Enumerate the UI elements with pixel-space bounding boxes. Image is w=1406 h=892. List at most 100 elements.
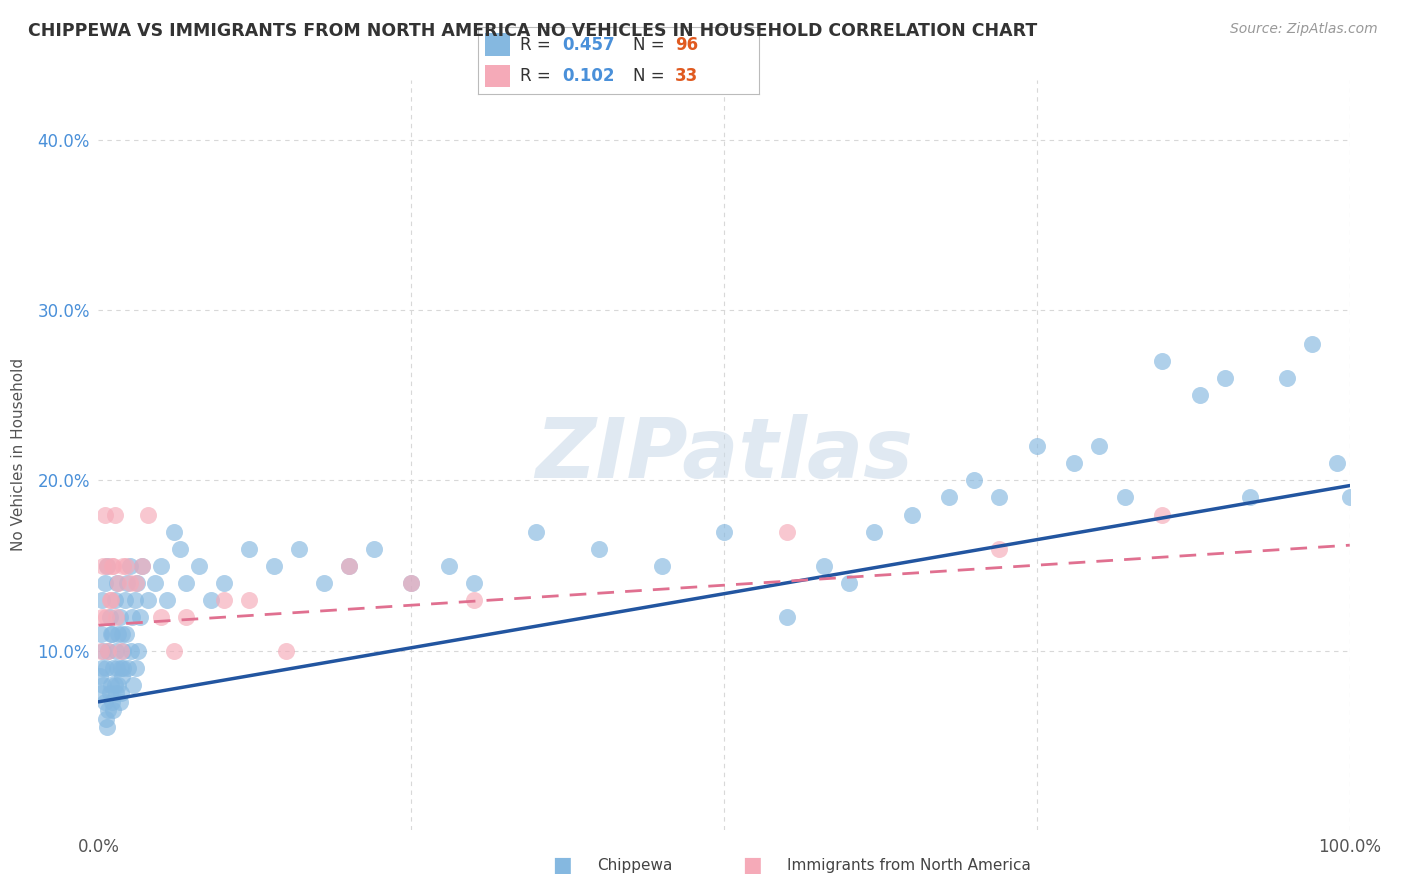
Point [1301, 337, 1323, 351]
Point [963, 474, 986, 488]
Point [287, 541, 309, 556]
Point [337, 558, 360, 573]
Point [97, 703, 120, 717]
Point [100, 592, 122, 607]
Point [813, 558, 835, 573]
Point [337, 558, 360, 573]
Point [1239, 491, 1261, 505]
Point [96, 558, 118, 573]
Point [238, 541, 260, 556]
Point [162, 644, 184, 658]
Point [110, 686, 132, 700]
Point [131, 558, 153, 573]
Point [91, 609, 114, 624]
Point [93, 508, 115, 522]
Point [94, 712, 117, 726]
Point [162, 524, 184, 539]
Point [97, 644, 120, 658]
Point [1150, 508, 1173, 522]
Point [108, 609, 131, 624]
Point [90, 686, 112, 700]
Point [125, 661, 148, 675]
Point [212, 575, 235, 590]
Point [988, 491, 1011, 505]
Point [127, 644, 149, 658]
FancyBboxPatch shape [485, 65, 510, 87]
Point [150, 558, 173, 573]
FancyBboxPatch shape [485, 34, 510, 55]
Point [103, 661, 125, 675]
Point [111, 669, 134, 683]
Point [91, 592, 114, 607]
Point [93, 558, 115, 573]
Point [104, 678, 127, 692]
Point [124, 592, 146, 607]
Point [104, 508, 127, 522]
Point [101, 558, 124, 573]
Point [401, 575, 423, 590]
Point [650, 558, 672, 573]
Point [118, 558, 141, 573]
Point [187, 558, 209, 573]
Point [111, 626, 134, 640]
Text: ■: ■ [553, 855, 572, 875]
Point [274, 644, 298, 658]
Point [89, 669, 111, 683]
Point [212, 592, 235, 607]
Point [120, 644, 142, 658]
Point [138, 592, 160, 607]
Point [103, 703, 125, 717]
Point [100, 626, 122, 640]
Point [1326, 457, 1348, 471]
Point [312, 575, 335, 590]
Text: 0.457: 0.457 [562, 36, 614, 54]
Point [938, 491, 960, 505]
Point [128, 609, 150, 624]
Point [238, 592, 260, 607]
Point [588, 541, 610, 556]
Point [114, 592, 136, 607]
Point [115, 558, 138, 573]
Point [118, 575, 141, 590]
Point [97, 644, 120, 658]
Point [713, 524, 735, 539]
Point [107, 678, 129, 692]
Point [98, 592, 121, 607]
Point [363, 541, 385, 556]
Point [150, 609, 173, 624]
Text: Immigrants from North America: Immigrants from North America [787, 858, 1031, 872]
Point [104, 644, 127, 658]
Point [1114, 491, 1136, 505]
Point [122, 678, 145, 692]
Point [93, 695, 115, 709]
Point [138, 508, 160, 522]
Point [112, 558, 135, 573]
Text: 33: 33 [675, 67, 699, 85]
Point [401, 575, 423, 590]
Point [1150, 354, 1173, 368]
Point [107, 626, 129, 640]
Point [90, 626, 112, 640]
Point [110, 661, 132, 675]
Point [117, 661, 139, 675]
Point [107, 575, 129, 590]
Point [174, 609, 197, 624]
Point [93, 644, 115, 658]
Point [112, 661, 135, 675]
Point [104, 592, 127, 607]
Point [104, 686, 127, 700]
Point [1339, 491, 1361, 505]
Point [143, 575, 166, 590]
Point [100, 678, 122, 692]
Point [112, 644, 135, 658]
Point [131, 558, 153, 573]
Text: ZIPatlas: ZIPatlas [536, 415, 912, 495]
Text: 0.102: 0.102 [562, 67, 614, 85]
Point [1188, 388, 1211, 402]
Text: R =: R = [520, 36, 557, 54]
Point [110, 644, 132, 658]
Point [93, 678, 115, 692]
Text: 96: 96 [675, 36, 697, 54]
Point [90, 644, 112, 658]
Point [91, 661, 114, 675]
